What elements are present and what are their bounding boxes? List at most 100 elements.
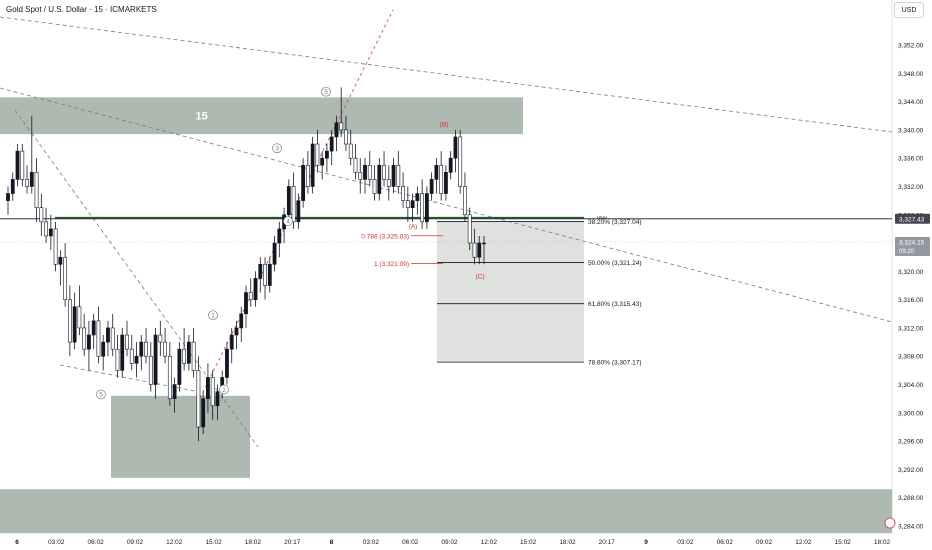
candle-body — [291, 186, 296, 223]
candle-body — [372, 179, 377, 194]
candle-body — [67, 299, 72, 343]
candle-body — [263, 263, 267, 286]
candle-body — [182, 348, 187, 364]
x-tick-label: 12:02 — [166, 539, 183, 546]
y-tick-label: 3,344.00 — [898, 99, 924, 106]
y-tick-label: 3,308.00 — [898, 354, 924, 361]
candle-body — [87, 334, 91, 350]
price-marker-label: 3,327.43 — [899, 216, 925, 223]
x-tick-label: 09:02 — [127, 539, 144, 546]
candle-body — [310, 143, 315, 187]
x-tick-label: 9 — [644, 539, 648, 546]
candle-body — [415, 193, 420, 201]
projection-label: 0.786 (3,325.03) — [361, 233, 409, 240]
x-tick-label: 15:02 — [835, 539, 852, 546]
candle-body — [248, 292, 253, 300]
currency-button[interactable]: USD — [894, 2, 924, 18]
y-tick-label: 3,340.00 — [898, 127, 924, 134]
wave-label: 4 — [286, 218, 290, 225]
candle-body — [277, 228, 282, 244]
candle-body — [467, 214, 472, 244]
candle-body — [477, 242, 482, 258]
y-tick-label: 3,304.00 — [898, 382, 924, 389]
y-tick-label: 3,300.00 — [898, 410, 924, 417]
y-tick-label: 3,332.00 — [898, 184, 924, 191]
x-tick-label: 20:17 — [284, 539, 301, 546]
candle-body — [115, 348, 120, 371]
candle-body — [82, 327, 87, 350]
candle-body — [53, 228, 58, 265]
candle-body — [101, 341, 106, 357]
candle-body — [253, 278, 258, 300]
candle-body — [229, 334, 234, 350]
candle-body — [386, 179, 391, 187]
candle-body — [339, 122, 344, 131]
flag-icon — [884, 517, 896, 529]
supply-demand-zone — [0, 489, 892, 534]
fib-header: HIGH — [597, 215, 607, 220]
y-tick-label: 3,320.00 — [898, 269, 924, 276]
candle-body — [363, 164, 367, 180]
candle-body — [272, 242, 277, 265]
candle-body — [129, 348, 134, 364]
candle-body — [186, 341, 191, 364]
candle-body — [439, 164, 444, 194]
candle-body — [63, 256, 68, 300]
y-tick-label: 3,316.00 — [898, 297, 924, 304]
candle-body — [34, 172, 39, 208]
candle-body — [25, 179, 29, 187]
wave-marker — [96, 389, 106, 400]
candle-body — [377, 164, 382, 194]
candle-body — [106, 327, 110, 343]
candle-body — [482, 242, 486, 245]
candle-body — [6, 193, 10, 201]
candle-body — [125, 334, 129, 350]
fib-level-label: 50.00% (3,321.24) — [588, 260, 641, 267]
wave-label: (C) — [475, 274, 484, 281]
candle-body — [258, 263, 263, 279]
candle-body — [320, 157, 325, 166]
wave-label: 1 — [211, 313, 215, 320]
symbol-title: Gold Spot / U.S. Dollar · 15 · ICMARKETS — [6, 5, 157, 14]
candle-body — [139, 341, 144, 357]
x-tick-label: 6 — [15, 539, 19, 546]
y-tick-label: 3,348.00 — [898, 71, 924, 78]
candle-body — [344, 129, 348, 145]
candle-body — [448, 157, 453, 173]
candle-body — [163, 341, 167, 357]
candle-body — [305, 164, 310, 187]
candle-body — [172, 384, 177, 399]
wave-marker — [219, 384, 229, 395]
fibonacci-box — [437, 221, 584, 363]
candle-body — [410, 200, 415, 208]
wave-marker — [283, 216, 293, 226]
y-tick-label: 3,312.00 — [898, 325, 924, 332]
wave-label: 5 — [324, 89, 328, 96]
candle-body — [244, 292, 248, 315]
candle-body — [201, 398, 206, 428]
candle-body — [348, 143, 353, 159]
candle-body — [148, 355, 153, 385]
x-tick-label: 09:02 — [441, 539, 458, 546]
candle-body — [239, 313, 244, 329]
price-marker-label: 3,324.15 — [899, 239, 925, 246]
candle-body — [167, 355, 172, 399]
candle-body — [58, 256, 63, 265]
candle-body — [134, 355, 139, 364]
candle-body — [20, 150, 25, 180]
candle-body — [301, 164, 306, 201]
candle-body — [72, 306, 77, 343]
y-tick-label: 3,292.00 — [898, 467, 924, 474]
x-tick-label: 09:02 — [756, 539, 773, 546]
x-tick-label: 15:02 — [520, 539, 537, 546]
candle-body — [382, 164, 386, 180]
fib-level-label: 38.20% (3,327.04) — [588, 219, 641, 226]
x-tick-label: 18:02 — [874, 539, 891, 546]
fib-level-label: 61.80% (3,315.43) — [588, 301, 641, 308]
candle-body — [91, 320, 96, 336]
candle-body — [29, 172, 34, 187]
candle-body — [39, 207, 44, 223]
x-tick-label: 03:02 — [363, 539, 380, 546]
